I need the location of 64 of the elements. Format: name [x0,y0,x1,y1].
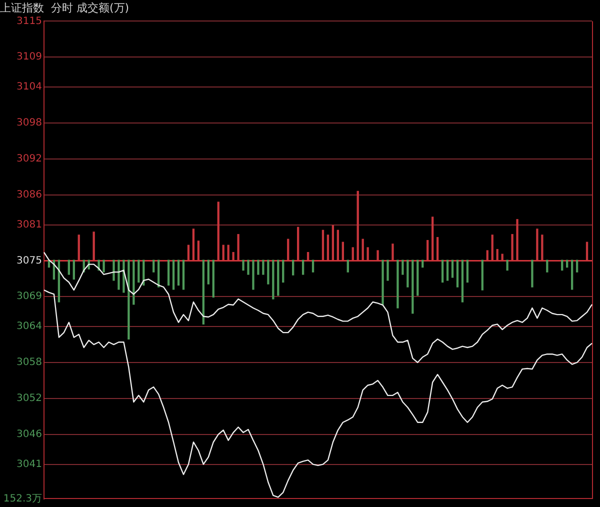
y-tick-label: 3092 [16,154,42,165]
bar [441,260,444,283]
bar [406,260,409,288]
y-tick-label: 3104 [16,82,42,93]
bar [570,260,574,290]
bar [138,260,140,283]
bar [312,260,314,272]
bar [412,260,414,314]
bar [177,260,180,286]
bar [282,260,284,283]
y-tick-label: 3064 [16,321,42,332]
bar [72,260,75,280]
bar [461,260,464,302]
bar [531,260,534,288]
bar [272,260,274,300]
bar [386,260,389,281]
bar [546,260,548,272]
bar [382,260,384,305]
bar [102,260,105,272]
bar [277,260,280,296]
bar [68,260,70,275]
y-tick-label: 3115 [16,16,42,27]
bar [456,260,459,288]
chart-title: 上证指数 分时 成交额(万) [0,1,130,14]
y-tick-label: 3058 [16,357,42,368]
bar [247,260,250,275]
y-tick-label: 3052 [16,393,42,404]
bar [207,260,210,284]
y-tick-label: 3069 [16,291,42,302]
bar [202,260,204,324]
bar [466,260,469,283]
bar [212,260,214,298]
bar [396,260,399,308]
bar [128,260,130,340]
bar [446,260,449,281]
bar [112,260,115,281]
bar [506,260,508,271]
bar [292,260,294,276]
bar [118,260,120,290]
y-tick-label: 3041 [16,458,42,470]
bar [167,260,170,286]
bar [152,260,155,272]
y-tick-label: 3098 [16,118,42,129]
bar [416,260,419,296]
bar [132,260,135,305]
bar [252,260,254,290]
bar [451,260,454,278]
y-tick-label: 3046 [16,428,42,440]
y-tick-label: 3086 [16,189,42,200]
bar [576,260,578,272]
bar [257,260,260,275]
bar [242,260,244,271]
y-tick-label: 3081 [16,219,42,230]
bar [182,260,185,290]
bar [302,260,304,275]
text: 152.3万 [3,494,42,505]
bar [402,260,404,275]
bar [481,260,484,290]
bar [346,260,349,272]
y-tick-label: 3075 [16,255,42,266]
bar [267,260,270,284]
bar [262,260,264,275]
y-tick-label: 3109 [16,52,42,63]
bar [172,260,175,290]
